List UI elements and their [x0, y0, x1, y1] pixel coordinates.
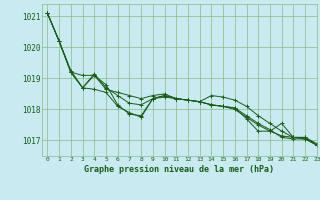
X-axis label: Graphe pression niveau de la mer (hPa): Graphe pression niveau de la mer (hPa) — [84, 165, 274, 174]
